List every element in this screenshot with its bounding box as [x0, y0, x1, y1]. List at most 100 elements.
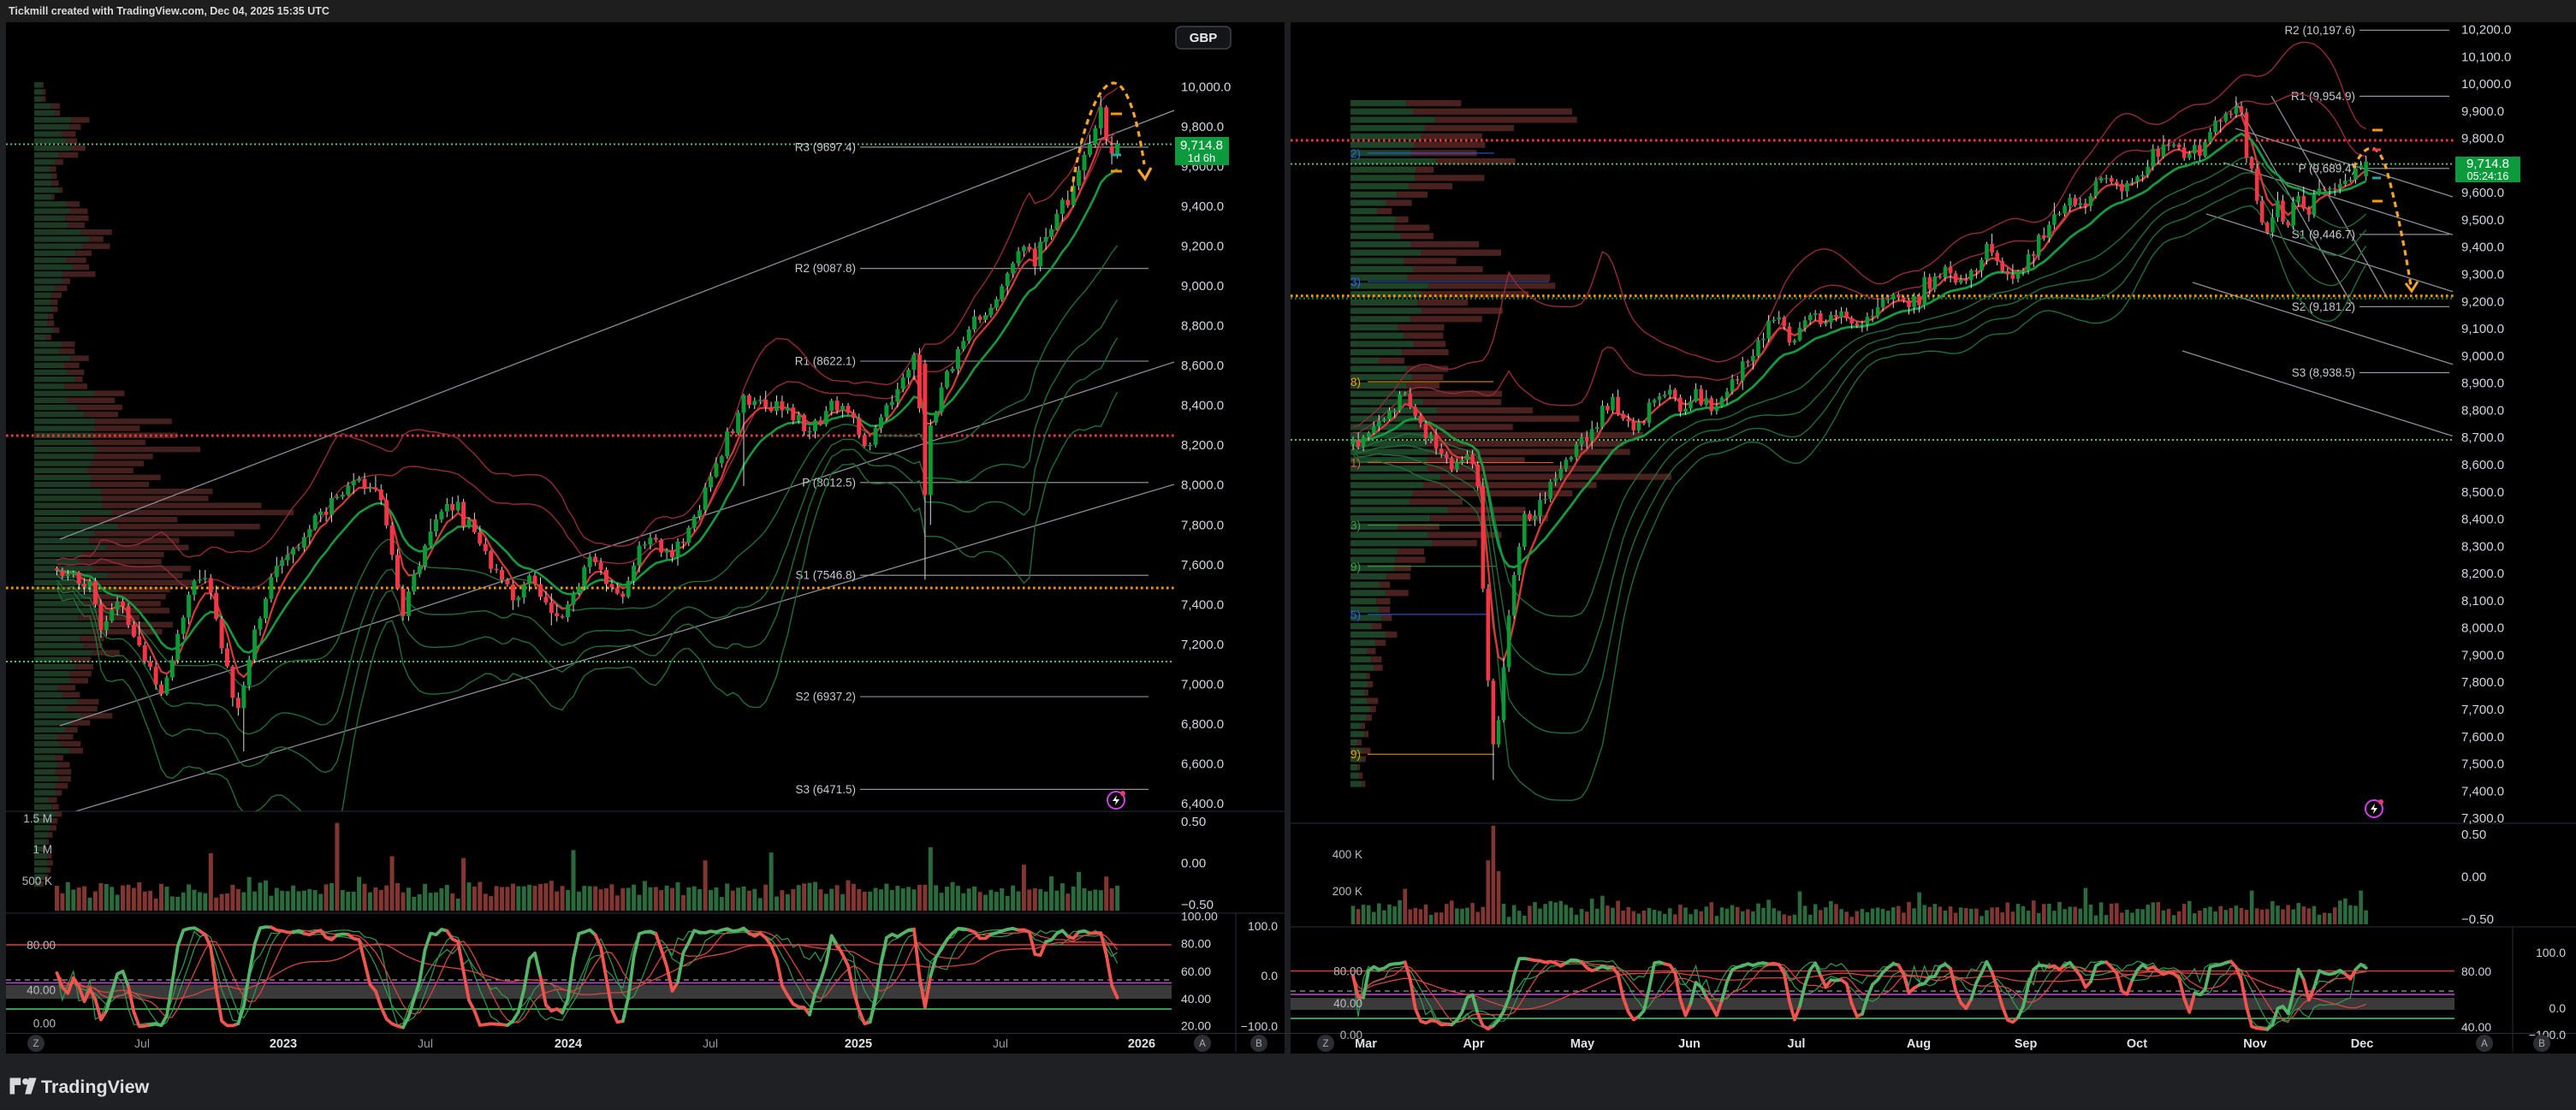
svg-text:3): 3) — [1350, 276, 1361, 288]
svg-text:S1 (7546.8): S1 (7546.8) — [795, 569, 856, 582]
svg-text:1 M: 1 M — [33, 843, 52, 856]
svg-text:9,800.0: 9,800.0 — [1181, 120, 1224, 134]
svg-text:S1 (9,446.7): S1 (9,446.7) — [2292, 228, 2355, 240]
svg-text:3): 3) — [1350, 519, 1361, 532]
svg-text:2): 2) — [1350, 147, 1361, 160]
svg-text:7,400.0: 7,400.0 — [1181, 597, 1224, 612]
svg-text:7,600.0: 7,600.0 — [1181, 558, 1224, 573]
svg-text:Apr: Apr — [1463, 1037, 1485, 1051]
svg-text:10,000.0: 10,000.0 — [1181, 80, 1231, 95]
svg-text:10,200.0: 10,200.0 — [2461, 23, 2511, 38]
svg-text:1.5 M: 1.5 M — [23, 812, 52, 825]
svg-text:8,600.0: 8,600.0 — [1181, 359, 1224, 373]
svg-text:7,600.0: 7,600.0 — [2461, 730, 2504, 745]
svg-text:0.00: 0.00 — [33, 1018, 56, 1030]
svg-text:A: A — [1199, 1039, 1206, 1049]
svg-text:0.00: 0.00 — [1181, 857, 1206, 871]
svg-text:400 K: 400 K — [1333, 848, 1362, 861]
svg-text:7,700.0: 7,700.0 — [2461, 703, 2504, 717]
svg-text:9): 9) — [1350, 748, 1361, 761]
svg-text:10,000.0: 10,000.0 — [2461, 77, 2511, 92]
svg-text:80.00: 80.00 — [1333, 965, 1362, 978]
svg-text:8,400.0: 8,400.0 — [1181, 399, 1224, 413]
svg-text:100.00: 100.00 — [1181, 910, 1218, 923]
svg-text:40.00: 40.00 — [27, 984, 56, 997]
svg-text:0.50: 0.50 — [2461, 828, 2486, 842]
svg-text:40.00: 40.00 — [1333, 997, 1362, 1010]
svg-text:9): 9) — [1350, 561, 1361, 573]
svg-text:7,800.0: 7,800.0 — [1181, 518, 1224, 532]
svg-text:40.00: 40.00 — [1181, 992, 1211, 1006]
svg-text:S3 (6471.5): S3 (6471.5) — [795, 783, 856, 796]
svg-text:10,100.0: 10,100.0 — [2461, 50, 2511, 64]
svg-text:8,000.0: 8,000.0 — [1181, 478, 1224, 493]
svg-text:R1 (9,954.9): R1 (9,954.9) — [2291, 90, 2355, 103]
svg-text:1d 6h: 1d 6h — [1188, 151, 1216, 164]
svg-text:Jul: Jul — [703, 1036, 718, 1050]
svg-text:8): 8) — [1350, 376, 1361, 389]
svg-text:9,400.0: 9,400.0 — [2461, 240, 2504, 255]
svg-text:Dec: Dec — [2351, 1037, 2374, 1051]
svg-text:8,100.0: 8,100.0 — [2461, 594, 2504, 608]
svg-text:7,400.0: 7,400.0 — [2461, 784, 2504, 798]
svg-text:80.00: 80.00 — [2461, 965, 2491, 978]
svg-text:Jul: Jul — [1788, 1037, 1806, 1051]
svg-text:500 K: 500 K — [22, 875, 52, 887]
svg-text:0.00: 0.00 — [2461, 870, 2486, 884]
svg-text:−0.50: −0.50 — [2461, 912, 2494, 927]
svg-text:8,900.0: 8,900.0 — [2461, 377, 2504, 391]
svg-text:9,300.0: 9,300.0 — [2461, 268, 2504, 282]
svg-text:Jul: Jul — [134, 1036, 150, 1050]
svg-text:0.00: 0.00 — [1340, 1029, 1362, 1042]
svg-text:8,300.0: 8,300.0 — [2461, 539, 2504, 554]
svg-text:1): 1) — [1350, 457, 1361, 470]
svg-text:9,600.0: 9,600.0 — [2461, 186, 2504, 200]
svg-text:20.00: 20.00 — [1181, 1018, 1211, 1032]
svg-text:GBP: GBP — [1190, 31, 1218, 45]
svg-text:B: B — [2538, 1039, 2545, 1049]
svg-text:9,714.8: 9,714.8 — [1180, 139, 1223, 153]
svg-text:80.00: 80.00 — [27, 939, 56, 952]
svg-text:8,600.0: 8,600.0 — [2461, 458, 2504, 472]
svg-text:6,400.0: 6,400.0 — [1181, 797, 1224, 811]
svg-text:Tickmill created with TradingV: Tickmill created with TradingView.com, D… — [9, 5, 329, 17]
svg-text:5): 5) — [1350, 608, 1361, 621]
svg-text:6,800.0: 6,800.0 — [1181, 717, 1224, 732]
svg-text:TradingView: TradingView — [41, 1077, 150, 1097]
svg-text:9,800.0: 9,800.0 — [2461, 132, 2504, 146]
svg-text:100.0: 100.0 — [2536, 946, 2566, 959]
svg-text:R1 (8622.1): R1 (8622.1) — [795, 355, 856, 368]
svg-text:0.0: 0.0 — [1261, 969, 1279, 982]
svg-text:80.00: 80.00 — [1181, 937, 1211, 951]
svg-text:Z: Z — [33, 1039, 39, 1049]
svg-text:A: A — [2481, 1039, 2488, 1049]
svg-text:Nov: Nov — [2243, 1037, 2266, 1051]
svg-text:6,600.0: 6,600.0 — [1181, 757, 1224, 771]
svg-text:Jul: Jul — [993, 1036, 1008, 1050]
svg-text:8,500.0: 8,500.0 — [2461, 485, 2504, 500]
svg-text:Aug: Aug — [1907, 1037, 1931, 1051]
svg-text:R2 (9087.8): R2 (9087.8) — [795, 262, 856, 275]
svg-text:9,100.0: 9,100.0 — [2461, 322, 2504, 336]
svg-text:8,200.0: 8,200.0 — [2461, 567, 2504, 581]
svg-text:P (9,689.4): P (9,689.4) — [2298, 162, 2355, 175]
svg-text:05:24:16: 05:24:16 — [2467, 170, 2509, 182]
svg-text:S2 (6937.2): S2 (6937.2) — [795, 691, 856, 703]
svg-text:9,200.0: 9,200.0 — [2461, 294, 2504, 309]
svg-text:2026: 2026 — [1128, 1037, 1155, 1051]
svg-text:7,000.0: 7,000.0 — [1181, 677, 1224, 692]
svg-text:0.0: 0.0 — [2549, 1001, 2567, 1015]
svg-text:7,300.0: 7,300.0 — [2461, 811, 2504, 826]
svg-text:B: B — [1255, 1039, 1262, 1049]
svg-text:Jun: Jun — [1678, 1037, 1701, 1051]
svg-text:7,200.0: 7,200.0 — [1181, 638, 1224, 652]
svg-text:8,800.0: 8,800.0 — [1181, 319, 1224, 334]
svg-text:100.0: 100.0 — [1248, 919, 1278, 933]
svg-text:−0.50: −0.50 — [1181, 898, 1214, 912]
svg-text:40.00: 40.00 — [2461, 1020, 2491, 1034]
svg-text:9,500.0: 9,500.0 — [2461, 213, 2504, 228]
svg-text:9,900.0: 9,900.0 — [2461, 104, 2504, 119]
svg-text:Jul: Jul — [418, 1036, 433, 1050]
svg-text:8,700.0: 8,700.0 — [2461, 430, 2504, 445]
svg-text:7,800.0: 7,800.0 — [2461, 675, 2504, 690]
